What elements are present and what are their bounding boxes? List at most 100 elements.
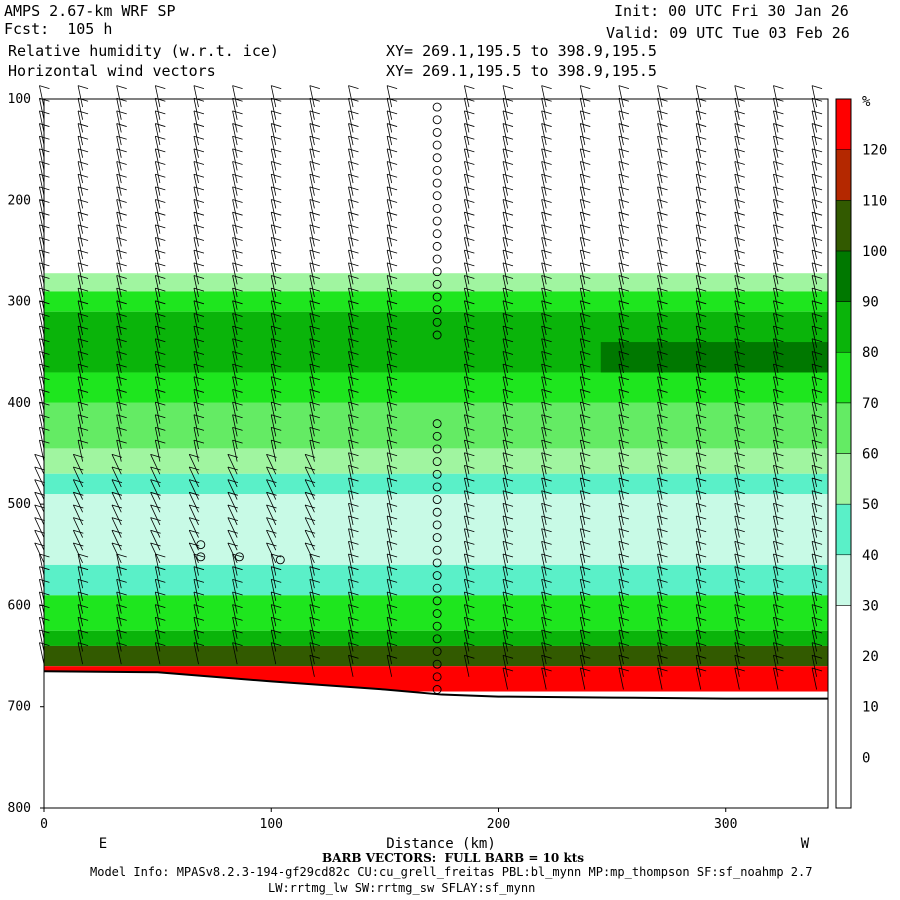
barb-shaft xyxy=(270,326,277,348)
rh-band xyxy=(44,372,828,403)
wind-barb xyxy=(657,211,668,234)
wind-barb xyxy=(232,262,243,285)
barb-flag xyxy=(77,275,89,279)
wind-barb xyxy=(695,465,707,488)
barb-shaft xyxy=(502,629,508,652)
barb-shaft xyxy=(348,376,354,399)
barb-flag xyxy=(811,591,823,596)
wind-barb xyxy=(734,591,745,614)
barb-shaft xyxy=(695,465,702,488)
wind-barb xyxy=(193,553,205,576)
wind-barb xyxy=(541,616,552,639)
calm-wind-circle xyxy=(432,431,442,441)
barb-flag xyxy=(155,211,166,216)
wind-barb xyxy=(463,553,475,576)
barb-shaft xyxy=(39,148,45,171)
wind-barb xyxy=(579,427,591,450)
barb-flag xyxy=(502,490,514,495)
barb-shaft xyxy=(657,629,663,652)
barb-shaft xyxy=(657,376,663,399)
barb-flag xyxy=(271,578,282,583)
wind-barb xyxy=(657,389,668,412)
barb-flag xyxy=(502,503,514,507)
barb-flag xyxy=(773,528,784,533)
wind-barb xyxy=(618,199,630,222)
wind-barb xyxy=(657,313,668,336)
wind-barb xyxy=(657,376,668,399)
barb-flag xyxy=(502,249,514,254)
barb-flag xyxy=(696,351,707,355)
barb-shaft xyxy=(657,250,663,272)
barb-flag xyxy=(657,477,668,482)
barb-shaft xyxy=(116,186,122,209)
barb-shaft xyxy=(348,364,354,386)
barb-shaft xyxy=(154,186,161,209)
barb-shaft xyxy=(154,313,161,336)
wind-barb xyxy=(116,110,127,133)
wind-barb xyxy=(193,313,205,336)
barb-shaft xyxy=(77,136,84,158)
barb-shaft xyxy=(266,492,277,513)
barb-shaft xyxy=(734,490,740,513)
barb-flag xyxy=(618,211,630,216)
barb-flag xyxy=(657,654,668,659)
barb-shaft xyxy=(386,110,393,133)
barb-flag xyxy=(502,363,514,368)
barb-flag xyxy=(464,629,475,634)
wind-barb xyxy=(579,237,591,260)
barb-flag xyxy=(541,439,552,444)
barb-flag xyxy=(34,529,45,534)
barb-shaft xyxy=(541,148,547,171)
barb-shaft xyxy=(502,326,508,348)
barb-flag xyxy=(773,376,784,381)
wind-barb xyxy=(77,325,89,348)
barb-shaft xyxy=(116,123,122,146)
colorbar-tick-label: 0 xyxy=(862,750,870,766)
barb-shaft xyxy=(232,579,238,601)
wind-barb xyxy=(386,224,398,247)
barb-flag xyxy=(155,224,166,229)
barb-flag xyxy=(734,439,745,444)
wind-barb xyxy=(734,654,745,677)
barb-shaft xyxy=(657,275,663,298)
wind-barb xyxy=(734,604,745,627)
barb-shaft xyxy=(541,85,547,108)
barb-shaft xyxy=(72,466,83,488)
calm-wind-circle xyxy=(275,555,285,565)
barb-shaft xyxy=(72,504,83,526)
barb-flag xyxy=(464,313,475,317)
wind-barb xyxy=(386,363,398,386)
barb-flag xyxy=(271,211,282,216)
barb-shaft xyxy=(193,186,199,209)
barb-flag xyxy=(657,578,668,583)
barb-shaft xyxy=(618,338,624,361)
wind-barb xyxy=(154,439,166,462)
wind-barb xyxy=(116,376,127,399)
wind-barb xyxy=(77,249,89,272)
barb-flag xyxy=(618,414,630,419)
barb-flag xyxy=(193,262,205,267)
wind-barb xyxy=(773,85,784,108)
barb-flag xyxy=(580,275,591,279)
barb-shaft xyxy=(309,579,315,601)
wind-barb xyxy=(695,591,707,614)
barb-shaft xyxy=(695,338,702,361)
barb-flag xyxy=(193,313,205,317)
barb-flag xyxy=(309,414,320,419)
barb-shaft xyxy=(116,313,122,336)
wind-barb xyxy=(116,591,127,614)
barb-shaft xyxy=(811,667,818,690)
barb-flag xyxy=(193,85,205,89)
wind-barb xyxy=(734,135,745,158)
barb-shaft xyxy=(618,199,624,222)
barb-shaft xyxy=(232,275,238,298)
wind-barb xyxy=(695,654,707,677)
barb-shaft xyxy=(463,376,470,399)
barb-flag xyxy=(271,414,282,419)
wind-barb xyxy=(463,503,475,525)
barb-shaft xyxy=(657,414,663,437)
x-endpoint-east: E xyxy=(99,836,107,852)
colorbar-tick-label: 100 xyxy=(862,244,887,260)
barb-shaft xyxy=(773,477,779,500)
barb-flag xyxy=(502,325,514,330)
